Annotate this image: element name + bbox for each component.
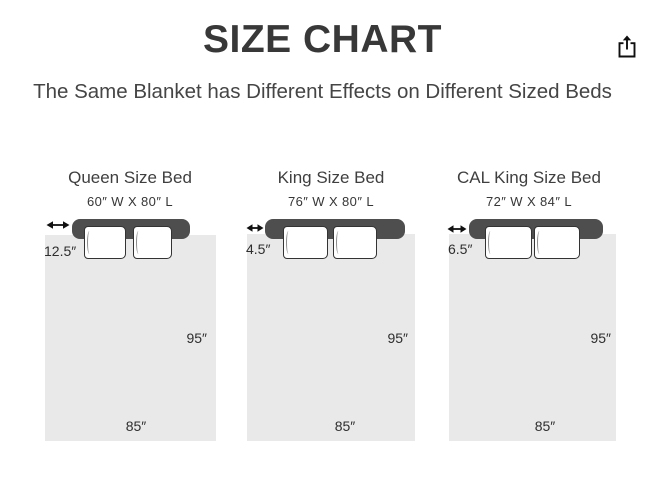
bed-name: CAL King Size Bed: [457, 168, 601, 187]
blanket-shape: [45, 235, 216, 441]
share-button[interactable]: [614, 34, 640, 62]
diagram-queen-bed: Queen Size Bed 60″ W X 80″ L 12.5″ 95″ 8…: [35, 160, 225, 460]
pillow-right: [534, 226, 580, 259]
subtitle: The Same Blanket has Different Effects o…: [33, 80, 612, 103]
bed-size: 76″ W X 80″ L: [288, 194, 374, 209]
bed-name: King Size Bed: [277, 168, 385, 187]
bed-name: Queen Size Bed: [68, 168, 192, 187]
overhang-arrow-icon: [447, 225, 467, 233]
share-icon: [618, 35, 636, 57]
overhang-arrow-icon: [46, 221, 70, 229]
blanket-length-label: 95″: [186, 330, 207, 346]
overhang-label: 6.5″: [448, 241, 473, 257]
blanket-width-label: 85″: [334, 418, 356, 434]
blanket-shape: [247, 234, 415, 441]
blanket-length-label: 95″: [590, 330, 611, 346]
blanket-length-label: 95″: [387, 330, 408, 346]
bed-size: 72″ W X 84″ L: [486, 194, 572, 209]
diagram-king-bed: King Size Bed 76″ W X 80″ L 4.5″ 95″ 85″: [236, 160, 426, 460]
pillow-right: [333, 226, 377, 259]
overhang-label: 12.5″: [44, 243, 77, 259]
bed-size: 60″ W X 80″ L: [87, 194, 173, 209]
pillow-left: [84, 226, 126, 259]
pillow-right: [133, 226, 172, 259]
blanket-width-label: 85″: [534, 418, 556, 434]
overhang-arrow-icon: [246, 224, 264, 232]
diagram-cal-king-bed: CAL King Size Bed 72″ W X 84″ L 6.5″ 95″…: [434, 160, 624, 460]
pillow-left: [485, 226, 532, 259]
blanket-shape: [449, 234, 616, 441]
blanket-width-label: 85″: [125, 418, 147, 434]
pillow-left: [283, 226, 328, 259]
page-title: SIZE CHART: [203, 18, 442, 61]
overhang-label: 4.5″: [246, 241, 271, 257]
